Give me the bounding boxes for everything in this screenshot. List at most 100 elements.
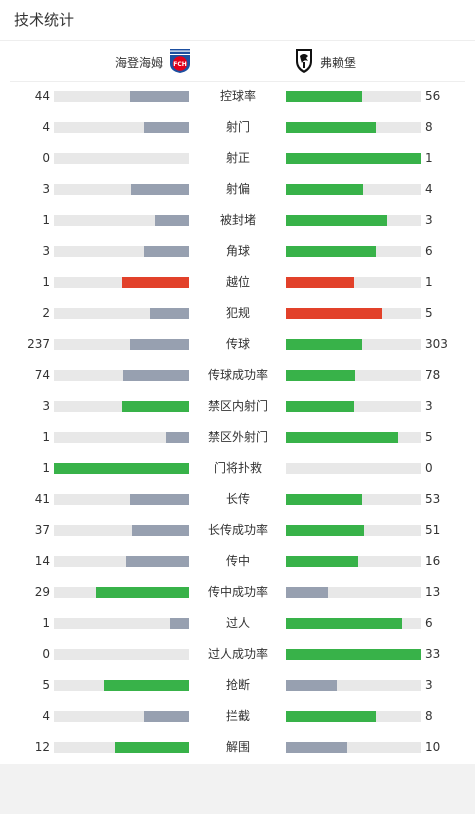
- stat-row: 1 门将扑救 0: [0, 453, 475, 484]
- home-bar: [54, 649, 189, 660]
- stat-label: 控球率: [219, 89, 256, 103]
- away-bar-fill: [286, 339, 362, 350]
- away-bar: [286, 277, 421, 288]
- divider: [0, 40, 475, 41]
- away-value: 1: [425, 275, 433, 289]
- away-bar-fill: [286, 587, 328, 598]
- away-bar: [286, 246, 421, 257]
- home-value: 0: [42, 647, 50, 661]
- away-bar: [286, 215, 421, 226]
- home-bar: [54, 463, 189, 474]
- stat-label: 过人成功率: [207, 647, 268, 661]
- stats-card: 技术统计 海登海姆 FCH: [0, 0, 475, 764]
- away-bar-fill: [286, 649, 421, 660]
- away-team[interactable]: 弗赖堡: [294, 48, 356, 78]
- away-bar: [286, 122, 421, 133]
- home-bar-fill: [121, 277, 189, 288]
- away-bar-fill: [286, 680, 338, 691]
- away-bar-fill: [286, 370, 355, 381]
- away-bar: [286, 556, 421, 567]
- away-value: 13: [425, 585, 441, 599]
- home-bar-fill: [125, 556, 189, 567]
- stat-label: 射偏: [225, 182, 250, 196]
- stat-row: 1 被封堵 3: [0, 205, 475, 236]
- stat-label: 禁区内射门: [207, 399, 268, 413]
- away-bar-fill: [286, 432, 399, 443]
- away-bar: [286, 339, 421, 350]
- stat-label: 角球: [225, 244, 250, 258]
- away-bar-fill: [286, 401, 354, 412]
- stat-row: 0 射正 1: [0, 143, 475, 174]
- away-bar-fill: [286, 494, 362, 505]
- home-bar-fill: [54, 463, 189, 474]
- away-bar: [286, 370, 421, 381]
- home-value: 237: [27, 337, 50, 351]
- stat-row: 1 越位 1: [0, 267, 475, 298]
- away-value: 1: [425, 151, 433, 165]
- stat-label: 越位: [225, 275, 250, 289]
- away-value: 56: [425, 89, 441, 103]
- stat-row: 0 过人成功率 33: [0, 639, 475, 670]
- stat-row: 4 拦截 8: [0, 701, 475, 732]
- home-value: 14: [34, 554, 50, 568]
- home-bar-fill: [155, 215, 189, 226]
- home-bar-fill: [114, 742, 189, 753]
- away-bar-fill: [286, 711, 377, 722]
- home-team-logo-text: FCH: [173, 61, 187, 68]
- away-bar: [286, 587, 421, 598]
- stat-row: 12 解围 10: [0, 732, 475, 763]
- away-bar: [286, 494, 421, 505]
- home-bar: [54, 339, 189, 350]
- home-bar-fill: [130, 184, 189, 195]
- home-value: 29: [34, 585, 50, 599]
- home-value: 0: [42, 151, 50, 165]
- stat-label: 长传成功率: [207, 523, 268, 537]
- home-bar: [54, 680, 189, 691]
- home-bar-fill: [95, 587, 189, 598]
- away-bar: [286, 525, 421, 536]
- away-value: 51: [425, 523, 441, 537]
- home-value: 1: [42, 461, 50, 475]
- away-value: 3: [425, 399, 433, 413]
- home-value: 44: [34, 89, 50, 103]
- home-team[interactable]: 海登海姆 FCH: [115, 48, 191, 78]
- away-bar: [286, 184, 421, 195]
- stats-list: 44 控球率 56 4 射门 8 0 射正 1 3 射偏 4 1 被封堵 3 3 角球 6 1 越位 1 2 犯规 5 237 传…: [0, 81, 475, 763]
- away-bar: [286, 308, 421, 319]
- home-bar: [54, 587, 189, 598]
- stat-row: 3 禁区内射门 3: [0, 391, 475, 422]
- away-team-name: 弗赖堡: [320, 56, 357, 70]
- away-bar-fill: [286, 122, 377, 133]
- home-bar: [54, 525, 189, 536]
- home-value: 1: [42, 616, 50, 630]
- divider: [10, 81, 465, 82]
- away-value: 8: [425, 120, 433, 134]
- home-bar-fill: [144, 122, 189, 133]
- away-bar-fill: [286, 153, 421, 164]
- stat-label: 犯规: [225, 306, 250, 320]
- away-bar: [286, 649, 421, 660]
- stat-label: 禁区外射门: [207, 430, 268, 444]
- away-bar-fill: [286, 618, 403, 629]
- home-bar: [54, 556, 189, 567]
- away-bar: [286, 463, 421, 474]
- home-bar: [54, 277, 189, 288]
- stat-label: 被封堵: [219, 213, 256, 227]
- away-value: 5: [425, 306, 433, 320]
- home-value: 1: [42, 213, 50, 227]
- home-bar-fill: [170, 618, 189, 629]
- home-bar: [54, 401, 189, 412]
- stat-row: 29 传中成功率 13: [0, 577, 475, 608]
- home-bar-fill: [122, 370, 189, 381]
- away-team-logo-icon: [294, 48, 314, 78]
- home-value: 12: [34, 740, 50, 754]
- away-bar: [286, 401, 421, 412]
- home-value: 1: [42, 275, 50, 289]
- away-bar: [286, 618, 421, 629]
- home-team-name: 海登海姆: [114, 56, 163, 70]
- home-bar: [54, 122, 189, 133]
- stat-label: 传中: [225, 554, 250, 568]
- home-bar: [54, 215, 189, 226]
- away-bar: [286, 680, 421, 691]
- home-bar-fill: [129, 91, 189, 102]
